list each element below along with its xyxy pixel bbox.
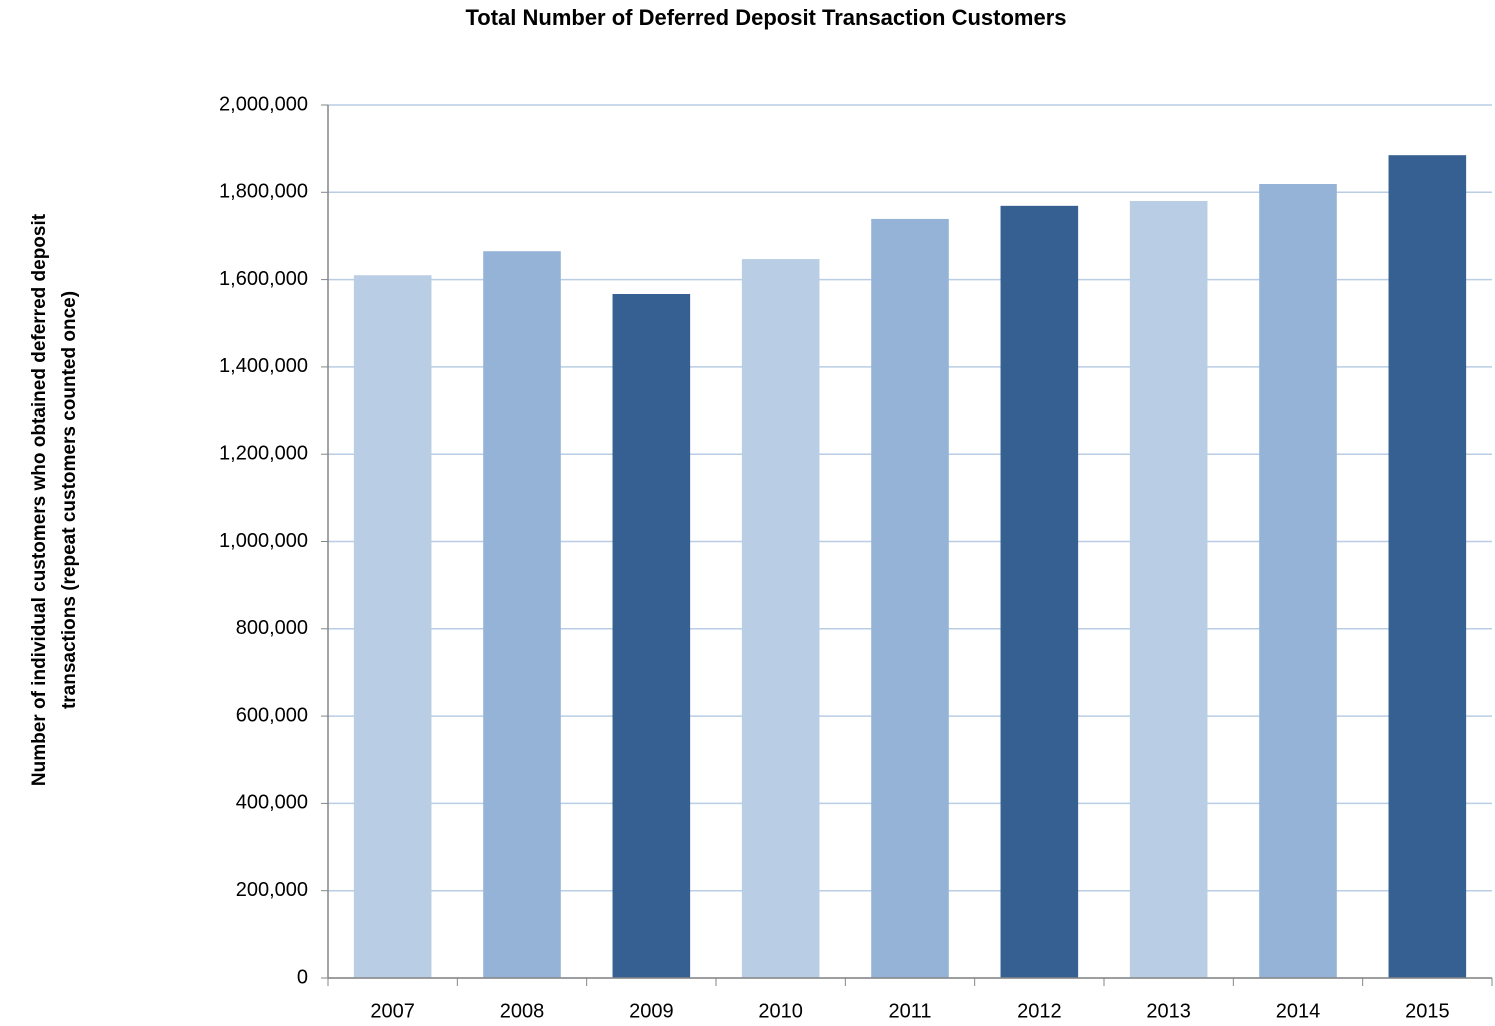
bar xyxy=(612,294,691,978)
y-tick-label: 600,000 xyxy=(236,704,308,726)
x-tick-label: 2015 xyxy=(1405,1000,1450,1022)
x-tick-label: 2009 xyxy=(629,1000,674,1022)
bar xyxy=(483,251,561,979)
y-axis-title: Number of individual customers who obtai… xyxy=(29,213,80,786)
bar xyxy=(1388,155,1467,978)
bar xyxy=(1259,184,1337,979)
y-tick-label: 2,000,000 xyxy=(219,93,308,115)
bar xyxy=(1129,201,1208,978)
x-tick-label: 2007 xyxy=(370,1000,415,1022)
x-tick-label: 2013 xyxy=(1146,1000,1191,1022)
bar xyxy=(353,275,432,978)
x-tick-label: 2012 xyxy=(1017,1000,1062,1022)
x-tick-label: 2011 xyxy=(888,1000,931,1022)
x-tick-label: 2014 xyxy=(1276,1000,1321,1022)
bar xyxy=(1000,205,1079,979)
y-tick-label: 800,000 xyxy=(236,617,308,639)
y-tick-label: 1,400,000 xyxy=(219,355,308,377)
y-tick-label: 1,000,000 xyxy=(219,530,308,552)
y-tick-label: 0 xyxy=(297,966,308,988)
bar xyxy=(741,259,820,979)
x-tick-label: 2008 xyxy=(500,1000,545,1022)
bar xyxy=(871,218,949,978)
y-tick-label: 1,200,000 xyxy=(219,442,308,464)
chart-title: Total Number of Deferred Deposit Transac… xyxy=(465,5,1066,30)
y-tick-label: 1,600,000 xyxy=(219,268,308,290)
y-tick-label: 1,800,000 xyxy=(219,181,308,203)
x-tick-label: 2010 xyxy=(758,1000,803,1022)
y-axis-title-line: Number of individual customers who obtai… xyxy=(29,213,50,786)
y-tick-label: 200,000 xyxy=(236,879,308,901)
y-tick-label: 400,000 xyxy=(236,792,308,814)
y-axis-title-line: transactions (repeat customers counted o… xyxy=(59,291,80,709)
